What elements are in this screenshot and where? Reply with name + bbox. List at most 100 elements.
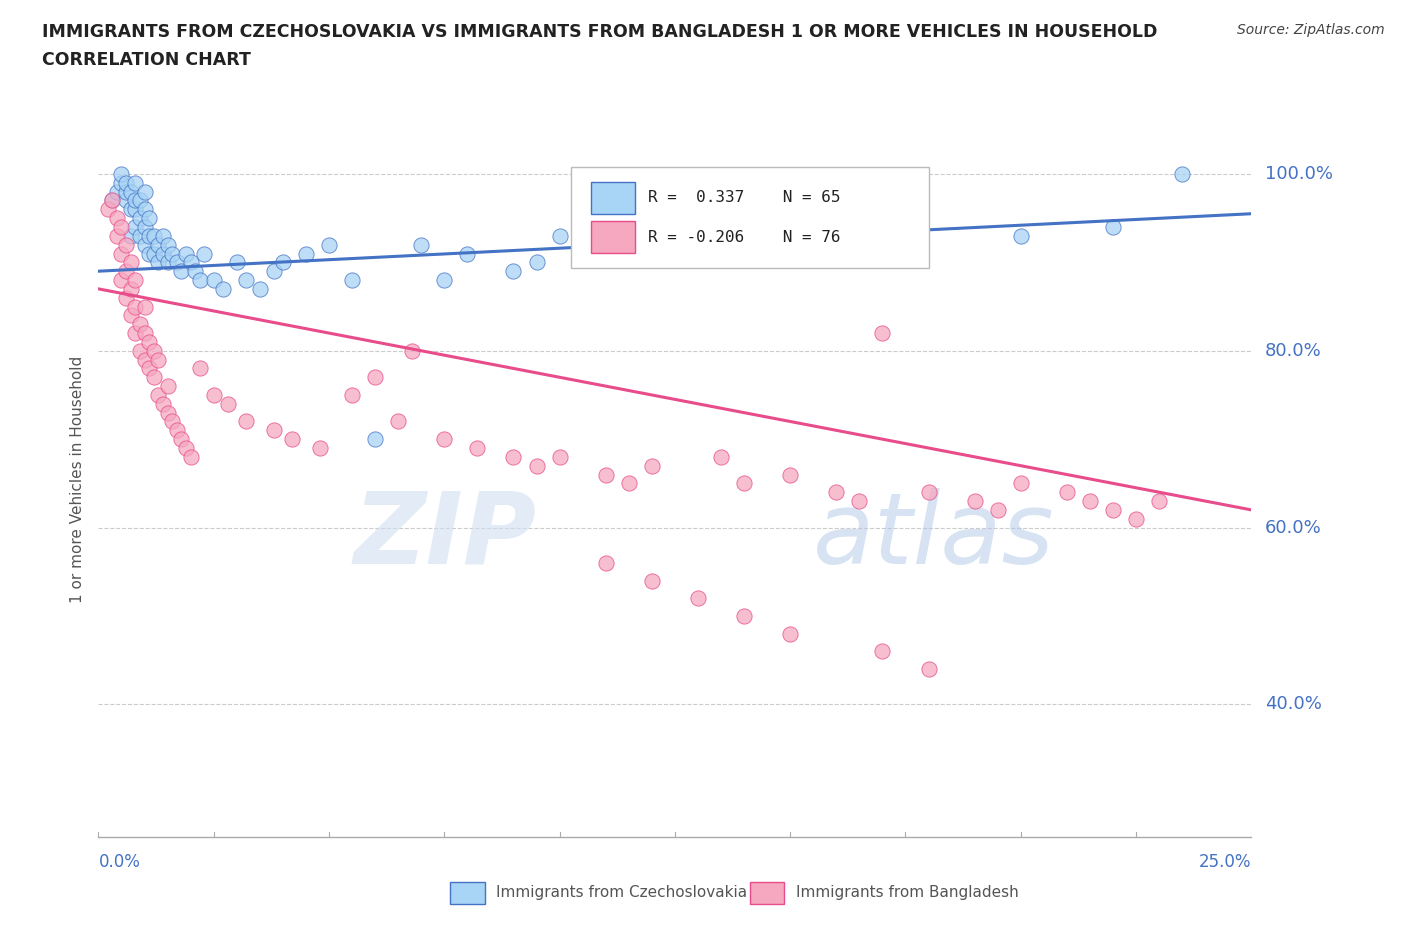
Point — [156, 379, 179, 393]
Point — [120, 202, 142, 217]
Text: Immigrants from Bangladesh: Immigrants from Bangladesh — [796, 885, 1019, 900]
Point — [733, 608, 755, 623]
Point — [295, 246, 318, 261]
Point — [115, 184, 138, 199]
Point — [1056, 485, 1078, 499]
Point — [263, 423, 285, 438]
Point — [193, 246, 215, 261]
Point — [1010, 476, 1032, 491]
Point — [152, 396, 174, 411]
Y-axis label: 1 or more Vehicles in Household: 1 or more Vehicles in Household — [69, 355, 84, 603]
Point — [188, 361, 211, 376]
Point — [1102, 219, 1125, 234]
Point — [271, 255, 294, 270]
Point — [120, 308, 142, 323]
Point — [142, 370, 165, 385]
Point — [115, 264, 138, 279]
Point — [433, 432, 456, 446]
Point — [120, 255, 142, 270]
Point — [134, 237, 156, 252]
Point — [156, 255, 179, 270]
Point — [456, 246, 478, 261]
Point — [152, 229, 174, 244]
Point — [152, 246, 174, 261]
Text: CORRELATION CHART: CORRELATION CHART — [42, 51, 252, 69]
Point — [917, 485, 939, 499]
Point — [526, 458, 548, 473]
Point — [779, 467, 801, 482]
Point — [848, 494, 870, 509]
Point — [235, 272, 257, 287]
Point — [987, 502, 1010, 517]
Point — [160, 246, 183, 261]
Point — [595, 467, 617, 482]
Point — [364, 370, 387, 385]
Point — [134, 202, 156, 217]
Point — [963, 494, 986, 509]
Point — [825, 485, 848, 499]
Point — [134, 184, 156, 199]
Point — [142, 246, 165, 261]
Point — [166, 423, 188, 438]
Point — [124, 193, 146, 208]
Point — [170, 432, 193, 446]
Point — [801, 219, 824, 234]
Point — [156, 405, 179, 420]
Point — [249, 282, 271, 297]
Point — [115, 176, 138, 191]
Point — [101, 193, 124, 208]
Point — [202, 388, 225, 403]
Point — [120, 229, 142, 244]
Point — [138, 335, 160, 350]
Point — [872, 644, 894, 658]
Point — [617, 476, 640, 491]
Point — [1078, 494, 1101, 509]
Point — [411, 237, 433, 252]
Point — [110, 176, 132, 191]
Point — [686, 591, 709, 605]
Point — [124, 176, 146, 191]
Point — [1102, 502, 1125, 517]
Point — [134, 299, 156, 314]
Point — [174, 441, 197, 456]
Point — [548, 229, 571, 244]
Point — [502, 264, 524, 279]
Point — [124, 219, 146, 234]
Point — [595, 555, 617, 570]
Point — [526, 255, 548, 270]
Point — [212, 282, 235, 297]
Point — [733, 476, 755, 491]
Text: 100.0%: 100.0% — [1265, 165, 1333, 183]
Point — [105, 184, 128, 199]
Point — [779, 626, 801, 641]
Point — [180, 449, 202, 464]
Point — [115, 193, 138, 208]
Point — [202, 272, 225, 287]
Point — [502, 449, 524, 464]
Point — [710, 449, 733, 464]
Bar — [591, 221, 634, 253]
Point — [686, 229, 709, 244]
Point — [101, 193, 124, 208]
Point — [184, 264, 207, 279]
Point — [308, 441, 330, 456]
Point — [917, 661, 939, 676]
Point — [110, 246, 132, 261]
Point — [129, 193, 152, 208]
Point — [105, 211, 128, 226]
Point — [595, 246, 617, 261]
Point — [263, 264, 285, 279]
Text: 60.0%: 60.0% — [1265, 519, 1322, 537]
Point — [110, 166, 132, 181]
Text: 25.0%: 25.0% — [1199, 853, 1251, 870]
Point — [124, 272, 146, 287]
Point — [134, 219, 156, 234]
Point — [235, 414, 257, 429]
Point — [124, 202, 146, 217]
Text: 40.0%: 40.0% — [1265, 696, 1322, 713]
Point — [364, 432, 387, 446]
Point — [641, 573, 664, 588]
Point — [129, 317, 152, 332]
Point — [160, 414, 183, 429]
Point — [138, 229, 160, 244]
